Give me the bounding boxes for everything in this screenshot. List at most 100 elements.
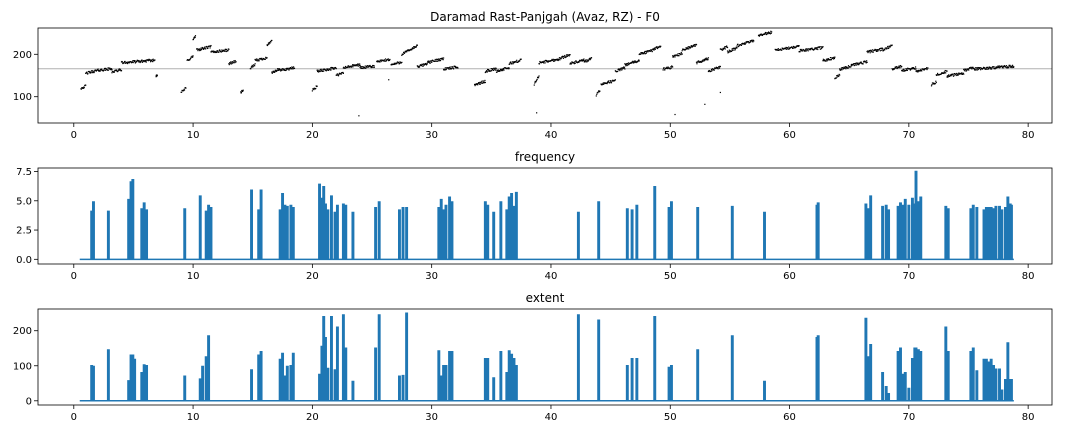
f0-point [420, 64, 423, 67]
f0-point [825, 58, 828, 60]
f0-point [632, 62, 634, 64]
f0-point [644, 50, 646, 53]
f0-point [835, 77, 837, 79]
f0-point [991, 68, 993, 70]
f0-point [777, 49, 779, 51]
f0-point [1011, 66, 1013, 69]
f0-point [993, 68, 996, 70]
f0-point [656, 46, 658, 48]
f0-outlier [704, 103, 706, 105]
f0-point [853, 63, 855, 65]
f0-point [518, 60, 520, 63]
f0-point [223, 49, 225, 51]
f0-point [628, 63, 630, 66]
f0-point [280, 68, 282, 70]
f0-point [312, 88, 314, 90]
f0-point [404, 51, 406, 53]
f0-point [866, 61, 868, 64]
f0-point [402, 53, 404, 55]
f0-point [875, 50, 877, 53]
f0-point [497, 70, 499, 72]
f0-point [945, 72, 947, 74]
f0-point [866, 50, 869, 52]
f0-point [383, 60, 385, 62]
f0-point [541, 61, 544, 63]
f0-point [957, 73, 960, 75]
f0-point [357, 63, 359, 65]
f0-point [92, 70, 94, 72]
f0-point [949, 74, 952, 76]
f0-point [823, 60, 825, 62]
f0-point [516, 59, 518, 61]
f0-point [127, 61, 129, 63]
f0-point [380, 60, 382, 63]
f0-point [327, 69, 330, 71]
f0-point [1013, 66, 1015, 68]
f0-point [119, 69, 122, 71]
x-tick-label: 50 [664, 130, 677, 141]
f0-point [963, 73, 965, 75]
f0-point [610, 82, 613, 84]
f0-point [833, 56, 835, 58]
f0-point [502, 69, 504, 72]
f0-point [626, 64, 628, 67]
f0-point [271, 39, 273, 42]
f0-point [352, 66, 354, 68]
f0-point [601, 84, 603, 86]
f0-point [855, 64, 858, 66]
f0-point [696, 63, 698, 65]
f0-point [669, 68, 671, 70]
f0-point [821, 47, 823, 49]
f0-point [759, 34, 761, 36]
f0-point [358, 63, 360, 65]
f0-point [340, 73, 342, 75]
f0-point [292, 68, 294, 70]
f0-point [955, 73, 957, 75]
f0-point [360, 66, 362, 68]
f0-point [631, 61, 633, 63]
f0-point [638, 59, 640, 61]
f0-point [437, 58, 439, 60]
f0-point [203, 48, 205, 50]
f0-point [92, 70, 94, 73]
f0-point [137, 60, 140, 62]
f0-point [135, 61, 137, 63]
f0-point [884, 49, 886, 51]
f0-point [970, 66, 972, 68]
f0-point [858, 64, 860, 66]
f0-point [445, 68, 447, 71]
f0-point [893, 68, 896, 70]
f0-point [482, 82, 484, 84]
f0-point [815, 47, 817, 49]
f0-point [843, 66, 845, 68]
f0-point [270, 41, 272, 43]
f0-point [1009, 66, 1011, 68]
x-tick-label: 10 [187, 271, 200, 282]
f0-point [486, 68, 489, 71]
f0-point [877, 50, 879, 52]
f0-point [968, 69, 970, 71]
f0-point [944, 72, 946, 74]
f0-point [980, 69, 982, 71]
f0-point [638, 60, 640, 62]
f0-point [100, 68, 103, 70]
y-tick-label: 7.5 [16, 167, 32, 178]
f0-point [751, 39, 753, 41]
f0-point [512, 61, 514, 63]
f0-point [551, 58, 553, 61]
f0-point [509, 63, 511, 65]
f0-point [905, 68, 907, 70]
f0-point [962, 72, 964, 75]
f0-point [225, 50, 227, 53]
f0-point [990, 67, 992, 69]
f0-point [914, 68, 916, 70]
f0-point [936, 74, 938, 76]
f0-point [770, 32, 772, 34]
f0-point [285, 69, 287, 72]
f0-point [782, 47, 784, 50]
f0-point [728, 51, 730, 53]
f0-point [372, 66, 374, 69]
f0-point [439, 60, 441, 62]
f0-point [581, 59, 583, 61]
f0-point [449, 66, 451, 68]
